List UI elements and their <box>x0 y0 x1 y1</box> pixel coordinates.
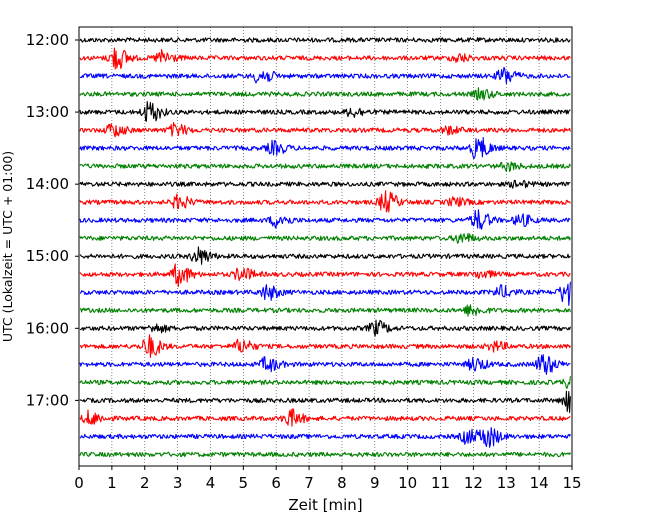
seismogram-trace-14 <box>79 263 571 287</box>
seismogram-trace-17 <box>79 319 571 337</box>
seismogram-trace-5 <box>79 100 571 122</box>
x-tick-label: 0 <box>74 474 84 492</box>
seismogram-trace-3 <box>79 66 571 85</box>
seismogram-trace-12 <box>79 232 571 244</box>
seismogram-trace-10 <box>79 190 571 213</box>
seismogram-trace-7 <box>79 137 571 159</box>
x-tick-label: 8 <box>337 474 347 492</box>
seismogram-trace-6 <box>79 122 571 138</box>
seismogram-traces <box>79 37 571 458</box>
x-tick-label: 7 <box>304 474 314 492</box>
seismogram-trace-19 <box>79 354 571 375</box>
x-tick-label: 11 <box>431 474 450 492</box>
x-tick-label: 5 <box>239 474 249 492</box>
x-axis-label: Zeit [min] <box>288 496 362 514</box>
seismogram-trace-15 <box>79 281 571 306</box>
x-tick-label: 10 <box>398 474 417 492</box>
seismogram-trace-11 <box>79 209 571 230</box>
y-tick-label: 13:00 <box>26 103 69 121</box>
y-tick-label: 14:00 <box>26 175 69 193</box>
x-tick-label: 3 <box>173 474 183 492</box>
x-tick-label: 12 <box>464 474 483 492</box>
seismogram-trace-2 <box>79 47 571 70</box>
x-tick-label: 13 <box>497 474 516 492</box>
seismogram-trace-13 <box>79 246 571 265</box>
x-tick-label: 9 <box>370 474 380 492</box>
y-tick-label: 12:00 <box>26 31 69 49</box>
seismogram-trace-16 <box>79 304 571 317</box>
seismogram-trace-24 <box>79 451 571 458</box>
y-axis-label: UTC (Lokalzeit = UTC + 01:00) <box>0 151 15 342</box>
seismogram-trace-23 <box>79 427 571 448</box>
seismogram-trace-4 <box>79 87 571 101</box>
x-axis-ticks: 0 1 2 3 4 5 6 7 8 9 10 11 12 13 14 15 <box>74 466 582 492</box>
seismogram-trace-9 <box>79 179 571 189</box>
seismogram-trace-8 <box>79 161 571 172</box>
x-tick-label: 1 <box>107 474 117 492</box>
x-tick-label: 6 <box>271 474 281 492</box>
x-tick-label: 2 <box>140 474 150 492</box>
y-tick-label: 16:00 <box>26 319 69 337</box>
seismogram-trace-1 <box>79 37 571 43</box>
seismogram-trace-20 <box>79 376 571 389</box>
seismogram-trace-21 <box>79 390 571 413</box>
seismogram-trace-22 <box>79 408 571 427</box>
y-tick-label: 15:00 <box>26 247 69 265</box>
seismogram-trace-18 <box>79 334 571 358</box>
vertical-gridlines <box>111 27 540 466</box>
x-tick-label: 15 <box>562 474 581 492</box>
y-axis-ticks: 12:00 13:00 14:00 15:00 16:00 17:00 <box>26 31 79 409</box>
plot-frame <box>78 26 573 467</box>
x-tick-label: 4 <box>206 474 216 492</box>
x-tick-label: 14 <box>530 474 549 492</box>
y-tick-label: 17:00 <box>26 391 69 409</box>
